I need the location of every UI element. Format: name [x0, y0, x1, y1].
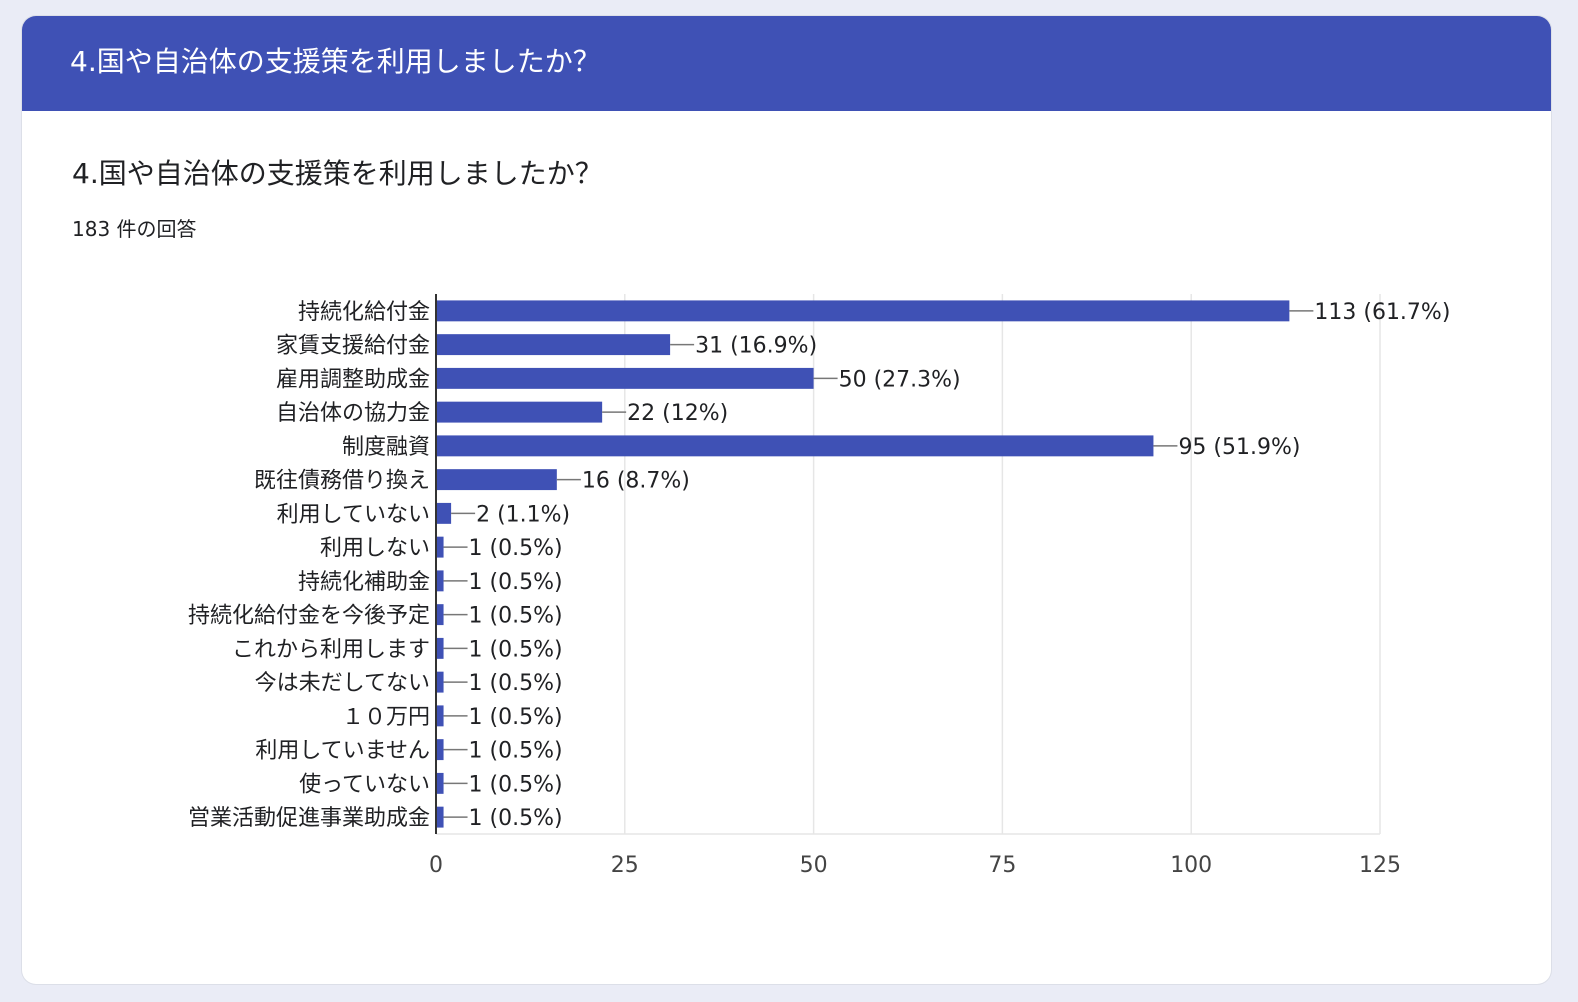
data-label: 1 (0.5%) [469, 604, 563, 629]
category-label: 今は未だしてない [255, 671, 430, 696]
bar [436, 334, 671, 356]
bar [436, 502, 452, 524]
data-label: 1 (0.5%) [469, 637, 563, 662]
bar [436, 401, 603, 423]
category-label: 持続化給付金を今後予定 [188, 604, 430, 629]
category-label: 持続化補助金 [298, 570, 430, 595]
data-label: 1 (0.5%) [469, 705, 563, 730]
data-label: 22 (12%) [627, 401, 728, 426]
bar [436, 739, 444, 761]
header-title: 4.国や自治体の支援策を利用しましたか？ [70, 45, 601, 78]
x-tick-label: 50 [800, 853, 828, 878]
category-label: 家賃支援給付金 [276, 334, 430, 359]
category-label: 自治体の協力金 [276, 401, 430, 426]
bar [436, 705, 444, 727]
bar [436, 637, 444, 659]
category-label: 雇用調整助成金 [276, 367, 430, 392]
data-label: 16 (8.7%) [582, 469, 690, 494]
bar [436, 671, 444, 693]
category-label: 営業活動促進事業助成金 [188, 806, 430, 831]
category-label: 持続化給付金 [298, 300, 430, 325]
data-label: 1 (0.5%) [469, 671, 563, 696]
category-label: これから利用します [232, 637, 430, 662]
bar [436, 806, 444, 828]
data-label: 50 (27.3%) [839, 367, 961, 392]
data-label: 1 (0.5%) [469, 739, 563, 764]
data-label: 1 (0.5%) [469, 806, 563, 831]
card-header: 4.国や自治体の支援策を利用しましたか？ [22, 16, 1551, 111]
data-label: 1 (0.5%) [469, 536, 563, 561]
category-label: 制度融資 [342, 435, 430, 460]
category-label: 既往債務借り換え [254, 469, 430, 494]
category-label: １０万円 [342, 705, 430, 730]
category-label: 使っていない [299, 772, 430, 797]
bar [436, 570, 444, 592]
bar [436, 536, 444, 558]
chart-card: 4.国や自治体の支援策を利用しましたか？ 4.国や自治体の支援策を利用しましたか… [22, 16, 1551, 984]
data-label: 31 (16.9%) [695, 334, 817, 359]
data-label: 2 (1.1%) [476, 502, 570, 527]
x-tick-label: 25 [611, 853, 639, 878]
bar [436, 604, 444, 626]
category-label: 利用していない [277, 502, 430, 527]
bar [436, 435, 1154, 457]
x-tick-label: 125 [1359, 853, 1401, 878]
data-label: 1 (0.5%) [469, 772, 563, 797]
response-count: 183 件の回答 [72, 217, 197, 241]
x-tick-label: 0 [429, 853, 443, 878]
bar [436, 300, 1290, 322]
category-label: 利用していません [255, 739, 430, 764]
data-label: 113 (61.7%) [1314, 300, 1450, 325]
bar [436, 469, 557, 491]
bar [436, 772, 444, 794]
data-label: 95 (51.9%) [1178, 435, 1300, 460]
x-tick-label: 100 [1170, 853, 1212, 878]
x-tick-label: 75 [988, 853, 1016, 878]
data-label: 1 (0.5%) [469, 570, 563, 595]
category-label: 利用しない [320, 536, 430, 561]
question-title: 4.国や自治体の支援策を利用しましたか？ [72, 157, 603, 190]
bar [436, 367, 814, 389]
